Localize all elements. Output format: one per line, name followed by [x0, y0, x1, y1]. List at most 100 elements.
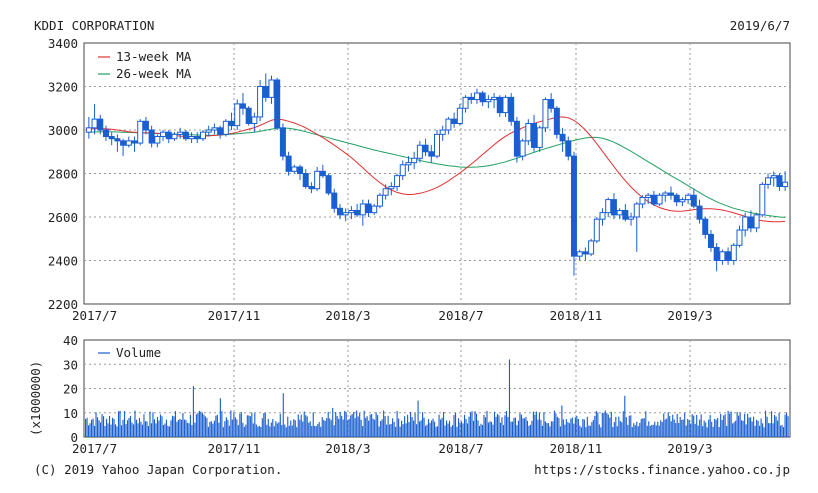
- volume-bar: [585, 427, 587, 437]
- volume-bar: [723, 415, 725, 437]
- volume-bar: [345, 412, 347, 437]
- volume-bar: [108, 415, 111, 437]
- volume-x-tick-label: 2018/7: [438, 441, 483, 456]
- volume-bar: [383, 410, 385, 437]
- candle-up: [462, 96, 469, 109]
- volume-bar: [189, 414, 191, 437]
- candle-down: [713, 246, 720, 261]
- volume-bar: [422, 412, 424, 437]
- volume-bar: [555, 413, 557, 437]
- candle-up: [211, 127, 218, 131]
- volume-bar: [329, 418, 331, 437]
- volume-bar: [505, 410, 508, 437]
- volume-bar: [249, 416, 251, 437]
- volume-bar: [727, 410, 729, 437]
- volume-bar: [531, 420, 533, 437]
- volume-x-tick-label: 2017/7: [72, 441, 117, 456]
- volume-bar: [399, 426, 401, 437]
- volume-bar: [86, 417, 88, 437]
- volume-bar: [272, 419, 274, 437]
- candle-down: [239, 103, 246, 109]
- volume-bar: [537, 419, 539, 437]
- candle-down: [325, 175, 332, 194]
- volume-bar: [264, 412, 266, 437]
- volume-bar: [246, 415, 248, 437]
- volume-bar: [604, 410, 606, 437]
- volume-bar: [258, 425, 260, 437]
- volume-bar: [630, 415, 632, 437]
- volume-bar: [159, 414, 162, 437]
- volume-bar: [733, 422, 735, 437]
- volume-bar: [101, 414, 103, 437]
- volume-bar: [350, 415, 352, 437]
- volume-bar: [678, 422, 680, 437]
- candle-down: [365, 203, 372, 214]
- volume-bar: [571, 417, 573, 437]
- volume-bar: [374, 419, 376, 437]
- volume-bar: [715, 419, 717, 437]
- volume-bar: [231, 419, 233, 437]
- volume-bar: [598, 424, 600, 437]
- volume-bar: [191, 425, 193, 437]
- volume-bar: [511, 421, 514, 437]
- volume-bar: [396, 411, 398, 437]
- volume-bar: [92, 418, 94, 437]
- volume-bar: [395, 426, 397, 437]
- volume-bar: [324, 420, 326, 437]
- candle-down: [565, 140, 572, 157]
- volume-bar: [613, 422, 615, 437]
- volume-bar: [777, 420, 779, 437]
- volume-bar: [294, 420, 296, 437]
- volume-bar: [339, 411, 341, 437]
- volume-bar: [185, 419, 187, 437]
- volume-bar: [420, 420, 422, 437]
- volume-bar: [516, 425, 518, 437]
- chart-date: 2019/6/7: [730, 18, 790, 33]
- volume-bar: [595, 410, 597, 437]
- volume-y-tick-label: 20: [63, 382, 78, 397]
- volume-bar: [156, 417, 159, 437]
- volume-bar: [631, 427, 633, 437]
- volume-bar: [607, 414, 609, 437]
- volume-bar: [201, 412, 203, 437]
- volume-bar: [371, 414, 373, 437]
- price-y-ticks: 3400 3200 3000 2800 2600 2400 2200: [48, 36, 78, 312]
- candle-up: [234, 103, 241, 127]
- volume-bar: [772, 423, 774, 437]
- volume-bar: [655, 425, 657, 437]
- volume-y-tick-label: 40: [63, 333, 78, 348]
- candle-up: [411, 157, 418, 164]
- candle-down: [217, 127, 224, 135]
- volume-bar: [510, 421, 512, 437]
- volume-bar: [428, 419, 430, 437]
- volume-bar: [543, 412, 545, 437]
- candle-up: [730, 244, 737, 261]
- candle-up: [645, 194, 652, 198]
- volume-bar: [645, 411, 647, 437]
- volume-bar: [726, 425, 728, 437]
- volume-bar: [308, 422, 310, 437]
- volume-bar: [368, 420, 370, 437]
- volume-bar: [89, 423, 91, 437]
- volume-bar: [387, 415, 389, 437]
- volume-bar: [96, 417, 99, 437]
- candle-down: [582, 251, 589, 255]
- volume-bar: [299, 419, 301, 437]
- volume-bar: [267, 418, 269, 437]
- volume-bar: [535, 411, 537, 437]
- volume-bar: [164, 423, 166, 437]
- volume-bar: [381, 419, 383, 437]
- volume-bar: [612, 426, 614, 437]
- volume-bar: [547, 423, 549, 437]
- volume-bar: [288, 425, 290, 437]
- candle-down: [559, 133, 566, 142]
- volume-y-tick-label: 30: [63, 357, 78, 372]
- volume-bar: [95, 412, 97, 437]
- volume-bar: [525, 416, 527, 437]
- volume-bar: [550, 421, 552, 437]
- candle-up: [765, 177, 772, 185]
- volume-bar: [380, 421, 382, 437]
- price-x-tick-label: 2018/3: [325, 308, 370, 323]
- volume-bar: [501, 417, 503, 437]
